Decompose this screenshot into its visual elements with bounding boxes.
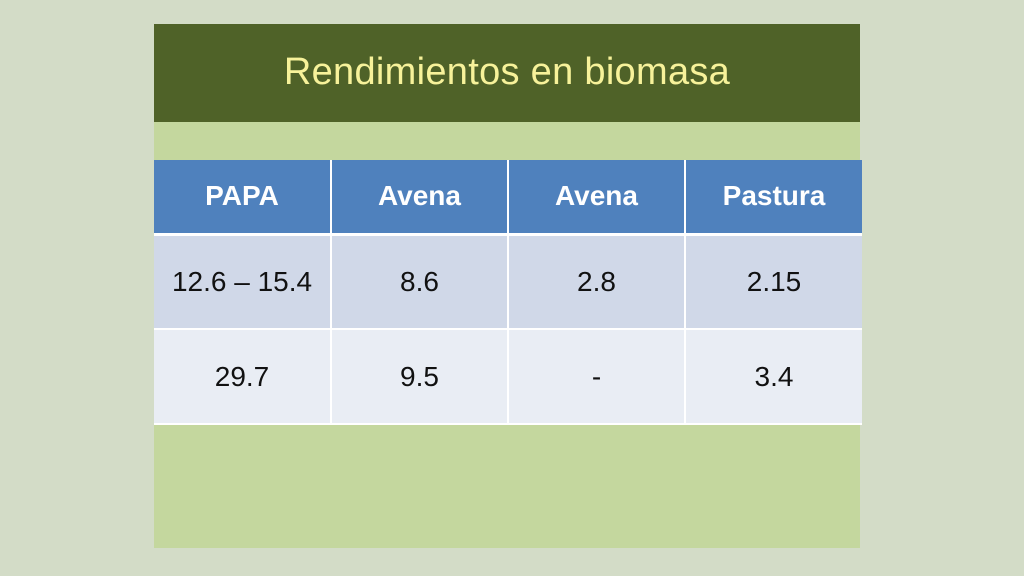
table-header: PAPA Avena Avena Pastura <box>154 160 862 236</box>
table-cell: 9.5 <box>331 329 509 425</box>
table-cell: 29.7 <box>154 329 332 425</box>
table-row: 12.6 – 15.4 8.6 2.8 2.15 <box>154 234 862 330</box>
header-row: PAPA Avena Avena Pastura <box>154 160 862 236</box>
header-cell-papa: PAPA <box>154 160 332 236</box>
header-cell-pastura: Pastura <box>685 160 862 236</box>
table-row: 29.7 9.5 - 3.4 <box>154 329 862 425</box>
slide: Rendimientos en biomasa PAPA Avena Avena… <box>154 24 862 548</box>
slide-title: Rendimientos en biomasa <box>283 50 731 93</box>
table-body: 12.6 – 15.4 8.6 2.8 2.15 29.7 9.5 - 3.4 <box>154 234 862 425</box>
table-cell: - <box>508 329 686 425</box>
table-cell: 12.6 – 15.4 <box>154 234 332 330</box>
header-cell-avena-1: Avena <box>331 160 509 236</box>
biomass-table: PAPA Avena Avena Pastura 12.6 – 15.4 8.6… <box>154 160 862 425</box>
title-bar: Rendimientos en biomasa <box>154 24 860 122</box>
table-cell: 2.15 <box>685 234 862 330</box>
table-cell: 8.6 <box>331 234 509 330</box>
table-cell: 3.4 <box>685 329 862 425</box>
header-cell-avena-2: Avena <box>508 160 686 236</box>
table-cell: 2.8 <box>508 234 686 330</box>
